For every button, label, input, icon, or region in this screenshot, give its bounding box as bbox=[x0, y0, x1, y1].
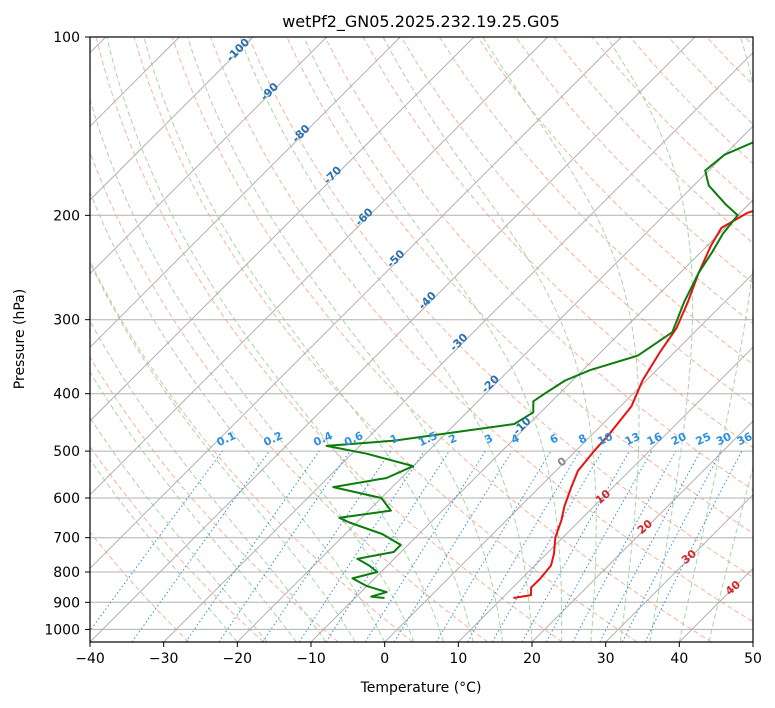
y-tick-label: 100 bbox=[53, 30, 80, 46]
mixing-ratio-line bbox=[521, 450, 630, 642]
dry-adiabat-line bbox=[90, 445, 264, 642]
pressure-gridlines bbox=[90, 37, 753, 630]
moist-adiabat-line bbox=[239, 37, 533, 642]
moist-adiabat-line bbox=[90, 190, 386, 642]
isotherm-line bbox=[90, 37, 622, 570]
x-tick-label: 30 bbox=[597, 651, 615, 667]
moist-adiabat-line bbox=[708, 465, 753, 642]
y-tick-label: 400 bbox=[53, 387, 80, 403]
mixing-ratio-line bbox=[325, 450, 450, 642]
y-tick-label: 700 bbox=[53, 531, 80, 547]
dry-adiabat-line bbox=[133, 37, 638, 642]
isotherm-line bbox=[90, 37, 475, 422]
isotherm-line bbox=[236, 125, 753, 642]
y-tick-label: 200 bbox=[53, 208, 80, 224]
mixing-ratio-label: 36 bbox=[735, 430, 755, 448]
isotherms bbox=[90, 37, 753, 642]
mixing-ratio-label: 25 bbox=[694, 430, 713, 448]
mixing-ratio-line bbox=[218, 450, 351, 642]
x-tick-label: −20 bbox=[223, 651, 253, 667]
dry-adiabat-line bbox=[515, 37, 753, 284]
y-tick-label: 1000 bbox=[44, 622, 80, 638]
mixing-ratio-label: 20 bbox=[669, 430, 689, 448]
dry-adiabat-line bbox=[95, 37, 563, 642]
isotherm-line bbox=[90, 37, 254, 201]
moist-adiabats bbox=[90, 37, 753, 642]
temperature-line bbox=[513, 210, 753, 599]
moist-adiabat-line bbox=[106, 37, 445, 642]
plot-background bbox=[90, 37, 753, 642]
x-tick-label: −40 bbox=[75, 651, 105, 667]
dry-adiabat-line bbox=[171, 37, 712, 642]
x-tick-label: 10 bbox=[449, 651, 467, 667]
isotherm-line bbox=[605, 493, 753, 642]
isotherm-line bbox=[531, 420, 753, 642]
dry-adiabat-line bbox=[90, 531, 190, 642]
mixing-ratio-lines bbox=[90, 450, 743, 642]
moist-adiabat-line bbox=[606, 37, 694, 642]
y-tick-label: 600 bbox=[53, 491, 80, 507]
dry-adiabat-line bbox=[400, 37, 753, 407]
mixing-ratio-line bbox=[572, 450, 677, 642]
mixing-ratio-label: 10 bbox=[596, 430, 616, 448]
mixing-ratio-line bbox=[90, 450, 223, 632]
x-axis: −40 −30 −20 −10 0 10 20 30 40 50 bbox=[75, 642, 762, 667]
mixing-ratio-line bbox=[185, 450, 320, 642]
moist-adiabat-line bbox=[303, 37, 563, 642]
isotherm-line bbox=[163, 51, 753, 642]
chart-title: wetPf2_GN05.2025.232.19.25.G05 bbox=[282, 12, 560, 32]
x-axis-title: Temperature (°C) bbox=[360, 680, 482, 696]
moist-adiabat-line bbox=[187, 37, 503, 642]
y-axis: 100 200 300 400 500 600 700 800 900 1000 bbox=[44, 30, 90, 638]
isotherm-line bbox=[90, 37, 696, 642]
mixing-ratio-line bbox=[131, 450, 270, 642]
x-tick-label: 20 bbox=[523, 651, 541, 667]
moist-adiabat-line bbox=[90, 458, 238, 642]
dry-adiabat-line bbox=[90, 150, 488, 642]
mixing-ratio-label: 16 bbox=[645, 430, 665, 448]
y-tick-label: 900 bbox=[53, 595, 80, 611]
y-tick-label: 300 bbox=[53, 313, 80, 329]
x-tick-label: 40 bbox=[670, 651, 688, 667]
mixing-ratio-label: 30 bbox=[714, 430, 734, 448]
dry-adiabat-line bbox=[438, 37, 753, 366]
isotherm-line bbox=[90, 37, 401, 349]
moist-adiabat-line bbox=[90, 320, 327, 642]
isotherm-line bbox=[310, 199, 753, 642]
isotherm-line bbox=[384, 272, 753, 642]
mixing-ratio-line bbox=[545, 450, 653, 642]
dry-adiabat-line bbox=[90, 356, 339, 642]
x-tick-label: 0 bbox=[380, 651, 389, 667]
dry-adiabat-line bbox=[324, 37, 753, 491]
x-tick-label: 50 bbox=[744, 651, 762, 667]
moist-adiabat-line bbox=[678, 37, 753, 642]
moist-adiabat-line bbox=[90, 261, 356, 642]
dry-adiabat-line bbox=[248, 37, 753, 578]
isotherm-line bbox=[457, 346, 753, 642]
isotherm-line bbox=[90, 37, 328, 275]
mixing-ratio-label: 13 bbox=[623, 430, 642, 448]
mixing-ratio-line bbox=[644, 450, 743, 642]
moist-adiabat-line bbox=[90, 416, 268, 642]
isotherm-line bbox=[90, 37, 549, 496]
x-tick-label: −10 bbox=[296, 651, 326, 667]
mixing-ratio-line bbox=[298, 450, 425, 642]
moist-adiabat-line bbox=[143, 37, 474, 642]
y-tick-label: 800 bbox=[53, 565, 80, 581]
profile-series bbox=[325, 141, 753, 599]
moist-adiabat-line bbox=[382, 37, 597, 642]
dry-adiabat-line bbox=[210, 37, 753, 623]
plot-frame bbox=[89, 36, 754, 643]
y-axis-title: Pressure (hPa) bbox=[12, 289, 28, 389]
moist-adiabat-line bbox=[482, 37, 640, 642]
x-tick-label: −30 bbox=[149, 651, 179, 667]
y-tick-label: 500 bbox=[53, 444, 80, 460]
dewpoint-line bbox=[325, 141, 753, 599]
mixing-ratio-line bbox=[393, 450, 513, 642]
